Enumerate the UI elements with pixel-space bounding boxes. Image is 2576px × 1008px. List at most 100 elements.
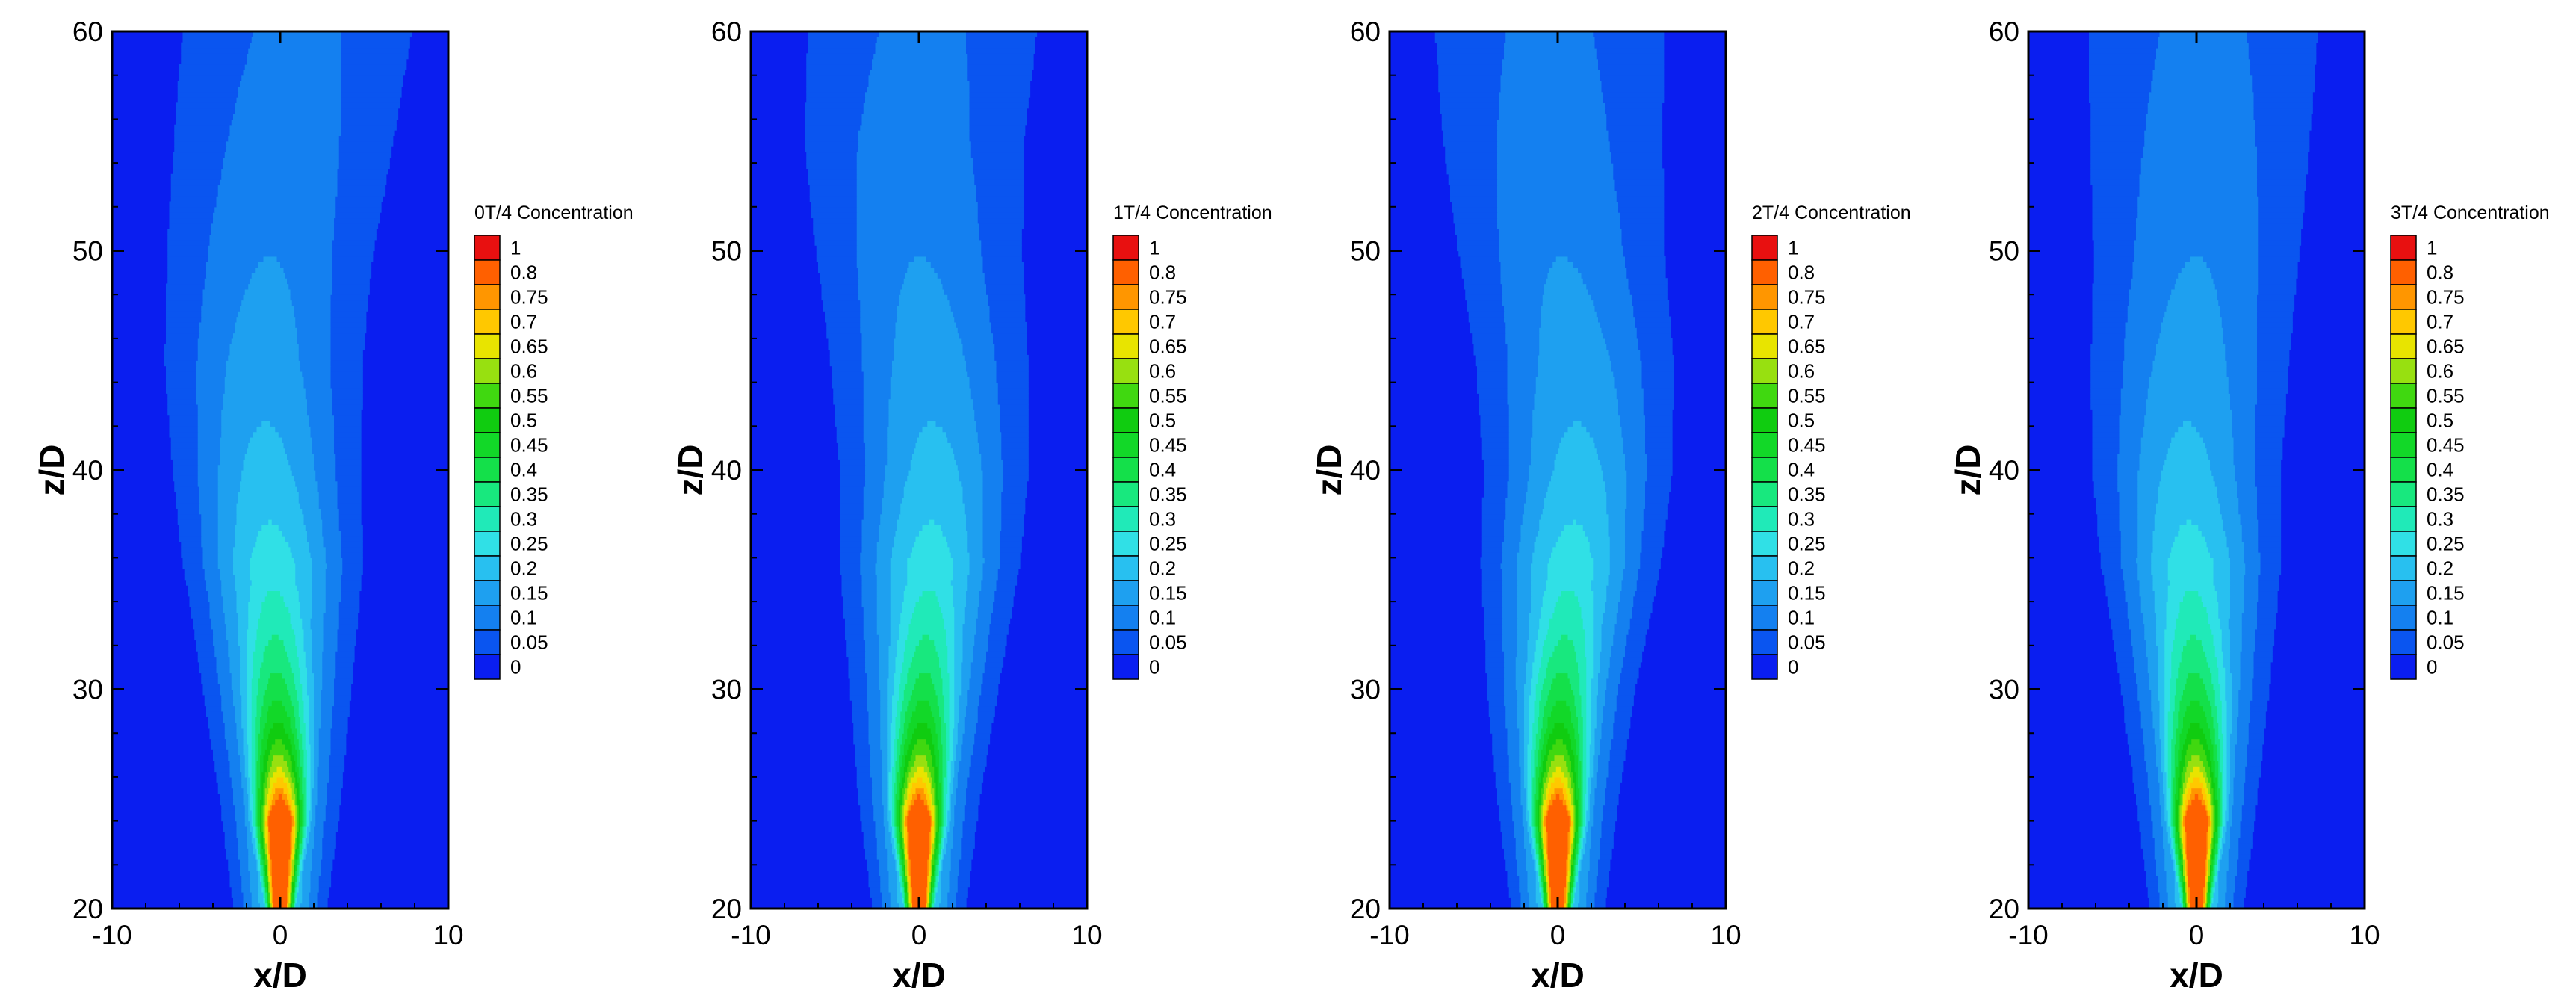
contour-band xyxy=(970,755,987,761)
contour-band xyxy=(228,640,239,646)
contour-band xyxy=(329,755,345,761)
contour-band xyxy=(910,881,928,888)
contour-band xyxy=(1596,711,1604,717)
contour-band xyxy=(314,464,336,471)
contour-band xyxy=(241,700,247,707)
contour-band xyxy=(307,755,312,761)
contour-band xyxy=(899,815,901,822)
contour-band xyxy=(263,820,266,827)
contour-band xyxy=(270,809,291,816)
contour-band xyxy=(899,628,910,635)
contour-band xyxy=(1600,651,1612,658)
contour-band xyxy=(341,579,362,586)
contour-band xyxy=(235,804,246,811)
contour-band xyxy=(294,809,296,816)
contour-band xyxy=(1586,809,1591,816)
contour-band xyxy=(1578,870,1580,876)
contour-band xyxy=(876,596,891,602)
contour-band xyxy=(1538,875,1540,882)
contour-band xyxy=(223,826,238,832)
contour-band xyxy=(283,596,300,602)
contour-band xyxy=(903,278,941,285)
contour-band xyxy=(949,782,953,789)
contour-band xyxy=(1581,793,1584,800)
contour-band xyxy=(332,398,363,405)
contour-band xyxy=(261,525,279,531)
contour-band xyxy=(295,563,313,569)
contour-band xyxy=(982,256,1022,262)
contour-band xyxy=(890,733,897,740)
contour-band xyxy=(1593,645,1603,652)
contour-band xyxy=(267,842,269,849)
contour-band xyxy=(314,766,318,773)
contour-band xyxy=(1576,881,1580,888)
contour-band xyxy=(1582,776,1587,783)
contour-band xyxy=(993,338,1027,344)
contour-band xyxy=(1541,760,1544,767)
contour-band xyxy=(276,776,285,783)
contour-band xyxy=(875,826,886,832)
contour-band xyxy=(1001,513,1024,520)
contour-band xyxy=(934,842,937,849)
contour-band xyxy=(1606,776,1623,783)
contour-band xyxy=(298,870,301,876)
contour-band xyxy=(1552,771,1565,778)
contour-band xyxy=(892,832,894,838)
contour-band xyxy=(808,179,858,186)
contour-band xyxy=(1538,837,1540,844)
contour-band xyxy=(1606,508,1626,515)
contour-band xyxy=(297,733,303,740)
contour-band xyxy=(1531,782,1533,789)
contour-band xyxy=(310,886,320,893)
contour-band xyxy=(1573,788,1576,794)
contour-band xyxy=(312,865,321,871)
contour-band xyxy=(848,661,866,668)
contour-band xyxy=(929,886,932,893)
contour-band xyxy=(1593,820,1603,827)
contour-band xyxy=(805,124,861,131)
contour-band xyxy=(934,793,937,800)
contour-band xyxy=(934,891,937,898)
contour-band xyxy=(1593,815,1604,822)
contour-band xyxy=(1551,793,1557,800)
contour-band xyxy=(255,771,258,778)
contour-band xyxy=(305,793,308,800)
contour-band xyxy=(1628,628,1647,635)
contour-band xyxy=(1535,387,1617,394)
contour-band xyxy=(309,832,315,838)
contour-band xyxy=(1589,793,1596,800)
contour-band xyxy=(298,354,332,361)
contour-band xyxy=(840,536,863,542)
contour-band xyxy=(1524,722,1530,729)
contour-band xyxy=(258,809,261,816)
contour-band xyxy=(950,809,955,816)
contour-band xyxy=(969,563,984,569)
contour-band xyxy=(1645,492,1670,498)
contour-band xyxy=(1481,602,1503,608)
contour-band xyxy=(334,234,377,241)
contour-band xyxy=(291,776,296,783)
contour-band xyxy=(1559,442,1596,449)
contour-band xyxy=(1585,809,1587,816)
contour-band xyxy=(890,634,900,641)
contour-band xyxy=(905,815,908,822)
contour-band xyxy=(208,596,224,602)
contour-band xyxy=(912,656,940,663)
contour-band xyxy=(1596,717,1604,723)
contour-band xyxy=(1554,788,1564,794)
contour-band xyxy=(297,327,332,334)
contour-band xyxy=(167,234,211,241)
contour-band xyxy=(196,393,224,400)
contour-band xyxy=(1526,793,1529,800)
contour-band xyxy=(307,776,312,783)
contour-band xyxy=(166,321,200,328)
contour-band xyxy=(1605,689,1619,696)
contour-band xyxy=(876,837,886,844)
contour-band xyxy=(228,749,239,756)
contour-band xyxy=(307,793,312,800)
contour-band xyxy=(1511,799,1522,806)
contour-band xyxy=(944,623,955,630)
contour-band xyxy=(1531,689,1537,696)
contour-band xyxy=(935,865,938,871)
contour-band xyxy=(1603,809,1617,816)
